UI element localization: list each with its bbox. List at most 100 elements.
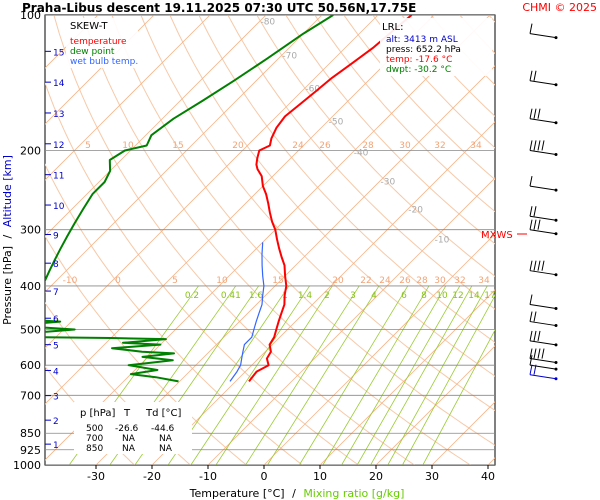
wind-barb [529,23,558,40]
theta-label: 32 [454,276,465,286]
wind-barb-flag [537,260,541,271]
table-cell: NA [159,434,173,444]
wind-barb-dot [554,232,558,236]
mixing-ratio-line [422,329,495,465]
wind-barb-staff [529,185,557,191]
wind-barb-flag [529,219,533,230]
wind-barb-dot [554,361,558,365]
theta-label: 5 [85,141,91,151]
mixing-ratio-label: 0.2 [185,291,199,301]
wind-barb-staff [529,229,557,235]
mixing-ratio-label: 3 [350,291,356,301]
wind-barb [529,219,558,236]
wind-barb-flag [529,364,533,375]
dry-adiabat [169,15,495,377]
theta-label: 24 [379,276,391,286]
wind-barb [529,330,558,347]
wind-barb-flag [529,108,533,119]
wind-barb [529,348,558,365]
altitude-tick-label: 2 [53,417,59,427]
wind-barb-flag [533,206,537,217]
isotherm [151,121,495,465]
wind-barb-flag [529,23,533,34]
isotherm-label: -40 [354,148,369,158]
dry-adiabat [314,15,495,213]
x-label-sep: / [292,487,296,500]
wind-barb [529,206,558,222]
wind-barb-dot [554,273,558,277]
isotherm-label: -70 [282,52,297,62]
mixing-ratio-label: 1 [235,291,241,301]
wind-barb-staff [529,340,557,346]
wind-barb-flag [537,330,541,342]
altitude-tick-label: 12 [53,141,64,151]
isotherm-label: -10 [435,235,450,245]
pressure-tick-label: 700 [20,389,41,402]
mixing-ratio-label: 17 [484,291,495,301]
altitude-tick-label: 13 [53,110,64,120]
altitude-tick-label: 3 [53,393,59,403]
legend-item-wet-bulb: wet bulb temp. [70,57,138,67]
isotherm [45,15,323,293]
table-cell: NA [159,444,173,454]
mixing-ratio-label: 2 [324,291,330,301]
wind-barb-dot [554,83,558,87]
mixing-ratio-label: 10 [436,291,448,301]
altitude-tick-label: 9 [53,232,59,242]
wind-barb-dot [554,188,558,192]
isotherms [45,15,495,465]
wind-barb-dot [554,367,558,371]
wind-barb-flag [529,140,533,151]
legend-item-dew-point: dew point [70,47,115,57]
wind-barb-dot [554,343,558,347]
isotherm-label: -60 [305,85,320,95]
wet-bulb-temp--line [229,242,265,382]
table-cell: 500 [86,424,103,434]
isotherm-label: -20 [408,206,423,216]
lrl-temp: temp: -17.6 °C [386,55,452,65]
pressure-tick-label: 1000 [13,459,41,472]
mixing-ratio-line [322,285,430,465]
legend-item-temperature: temperature [70,37,127,47]
wind-barb-dot [554,36,558,40]
mixing-ratio-line [267,285,380,465]
wind-barb-flag [533,140,537,151]
table-cell: -44.6 [151,424,175,434]
wind-barb-staff [529,304,557,310]
mixing-ratio-line [245,285,360,465]
theta-label: 15 [172,141,183,151]
isotherm [45,15,211,181]
mixing-ratio-line [299,285,409,465]
table-cell: NA [122,444,136,454]
wind-barb-flag [529,355,533,366]
altitude-tick-label: 10 [53,202,65,212]
mixing-ratio-line [387,285,488,465]
pressure-tick-label: 300 [20,224,41,237]
chart-title: Praha-Libus descent 19.11.2025 07:30 UTC… [22,1,416,15]
wind-barb-dot [554,324,558,328]
mixing-ratio-label: 0.4 [221,291,236,301]
lrl-press: press: 652.2 hPa [386,45,461,55]
wind-barb-flag [541,260,545,271]
theta-label: 20 [232,141,244,151]
wind-barb [529,294,558,311]
isotherm [207,177,495,465]
altitude-tick-label: 4 [53,367,59,377]
wind-barb-flag [529,348,533,359]
isotherm [45,15,491,461]
copyright: CHMI © 2025 [522,1,597,14]
isotherm-label: -80 [260,18,275,28]
wind-barb-flag [529,260,533,271]
wind-barb-flag [533,219,537,230]
pressure-tick-label: 600 [20,359,41,372]
level-table: p [hPa] T Td [°C] 500 -26.6 -44.6 700 NA… [74,402,192,454]
lrl-title: LRL: [382,22,403,33]
isotherm [95,65,495,465]
wind-barb [529,311,558,328]
wind-barb-flag [533,348,537,359]
wind-barb [529,364,558,381]
x-label-mix: Mixing ratio [g/kg] [303,487,404,500]
x-label-temp: Temperature [°C] [189,487,285,500]
altitude-tick-label: 15 [53,48,64,58]
